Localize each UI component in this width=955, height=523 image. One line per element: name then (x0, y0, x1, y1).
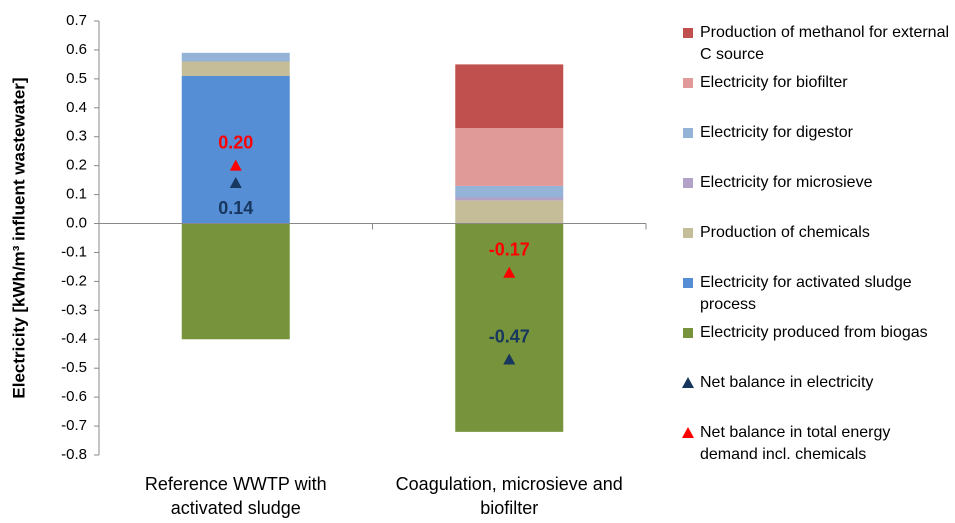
legend-swatch (683, 278, 693, 288)
legend-swatch (683, 128, 693, 138)
bar-segment (455, 200, 564, 224)
legend-label: Net balance in total energy demand incl.… (700, 424, 891, 463)
y-tick-label: 0.0 (66, 215, 87, 232)
y-tick-label: 0.3 (66, 128, 87, 145)
data-label: 0.20 (218, 132, 253, 152)
bar-segment (181, 52, 290, 62)
legend-marker (682, 377, 694, 388)
y-tick-label: -0.5 (61, 359, 87, 376)
legend-label: Electricity for microsieve (700, 174, 873, 191)
marker (229, 177, 242, 189)
legend-swatch (683, 228, 693, 238)
legend-label: Electricity produced from biogas (700, 324, 928, 341)
bar-segment (181, 223, 290, 340)
y-axis-label: Electricity [kWh/m³ influent wastewater] (9, 77, 28, 398)
y-tick-label: 0.4 (66, 99, 87, 116)
legend-swatch (683, 78, 693, 88)
y-tick-label: -0.6 (61, 388, 87, 405)
y-tick-label: 0.1 (66, 186, 87, 203)
legend-swatch (683, 328, 693, 338)
x-tick-label: Coagulation, microsieve and biofilter (395, 474, 623, 518)
legend-swatch (683, 28, 693, 38)
marker (229, 159, 242, 171)
data-label: 0.14 (218, 198, 253, 218)
bar-segment (455, 223, 564, 432)
legend-label: Electricity for digestor (700, 124, 853, 141)
y-tick-label: -0.7 (61, 417, 87, 434)
x-tick-label: Reference WWTP with activated sludge (144, 474, 327, 518)
y-tick-label: -0.2 (61, 272, 87, 289)
bar-segment (455, 185, 564, 198)
bar-segment (455, 64, 564, 129)
data-label: -0.47 (489, 326, 530, 346)
legend-label: Electricity for activated sludge process (700, 274, 912, 313)
y-tick-label: -0.8 (61, 446, 87, 463)
y-tick-label: -0.1 (61, 243, 87, 260)
legend-swatch (683, 178, 693, 188)
bar-segment (455, 197, 564, 201)
y-tick-label: 0.7 (66, 12, 87, 29)
marker (503, 266, 516, 278)
y-tick-label: -0.3 (61, 301, 87, 318)
y-tick-label: 0.2 (66, 157, 87, 174)
legend-marker (682, 427, 694, 438)
marker (503, 353, 516, 365)
legend-label: Production of methanol for external C so… (700, 24, 950, 63)
legend-label: Electricity for biofilter (700, 74, 848, 91)
bar-segment (181, 61, 290, 76)
legend-label: Net balance in electricity (700, 374, 874, 391)
legend-label: Production of chemicals (700, 224, 870, 241)
bar-segment (181, 75, 290, 224)
y-tick-label: 0.6 (66, 41, 87, 58)
data-label: -0.17 (489, 239, 530, 259)
y-tick-label: 0.5 (66, 70, 87, 87)
y-tick-label: -0.4 (61, 330, 87, 347)
bar-segment (455, 128, 564, 186)
